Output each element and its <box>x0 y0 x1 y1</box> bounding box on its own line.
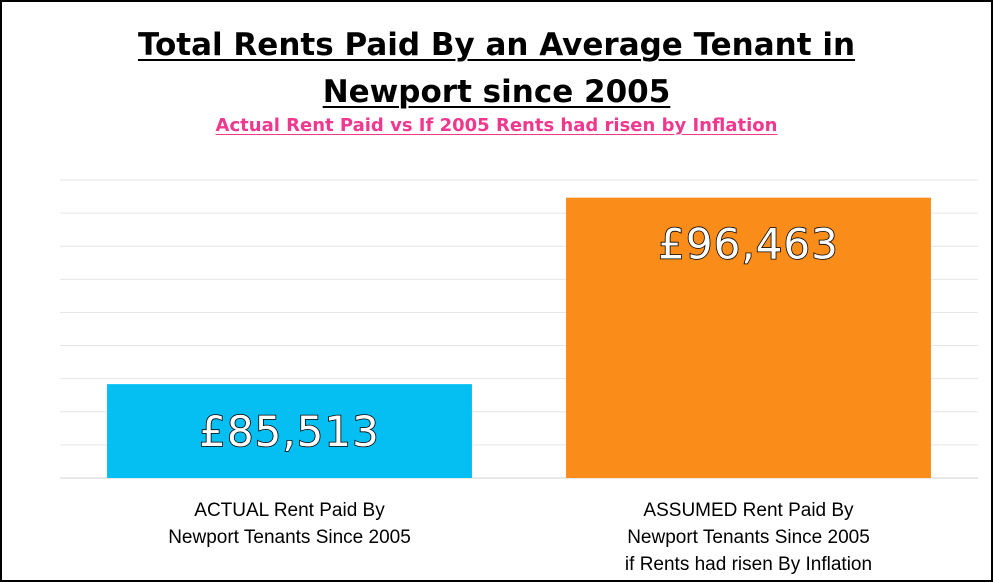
category-label-1: ACTUAL Rent Paid By Newport Tenants Since… <box>168 500 411 548</box>
category-label-line: ASSUMED Rent Paid By <box>643 500 854 521</box>
data-label-2: £96,463 <box>658 220 839 269</box>
bar-2 <box>566 197 931 478</box>
chart-subtitle: Actual Rent Paid vs If 2005 Rents had ri… <box>215 115 778 136</box>
chart-title: Total Rents Paid By an Average Tenant in… <box>2 22 991 116</box>
chart-title-line-2: Newport since 2005 <box>322 74 671 110</box>
bars: £85,513 £96,463 <box>107 197 931 478</box>
category-label-2: ASSUMED Rent Paid By Newport Tenants Sinc… <box>625 500 872 575</box>
category-label-line: if Rents had risen By Inflation <box>625 554 872 575</box>
chart-title-line-1: Total Rents Paid By an Average Tenant in <box>137 27 856 63</box>
category-labels: ACTUAL Rent Paid By Newport Tenants Since… <box>168 500 872 575</box>
category-label-line: Newport Tenants Since 2005 <box>168 527 411 548</box>
category-label-line: Newport Tenants Since 2005 <box>627 527 870 548</box>
bar-1 <box>107 384 472 478</box>
category-label-line: ACTUAL Rent Paid By <box>194 500 385 521</box>
data-label-1: £85,513 <box>199 407 380 456</box>
